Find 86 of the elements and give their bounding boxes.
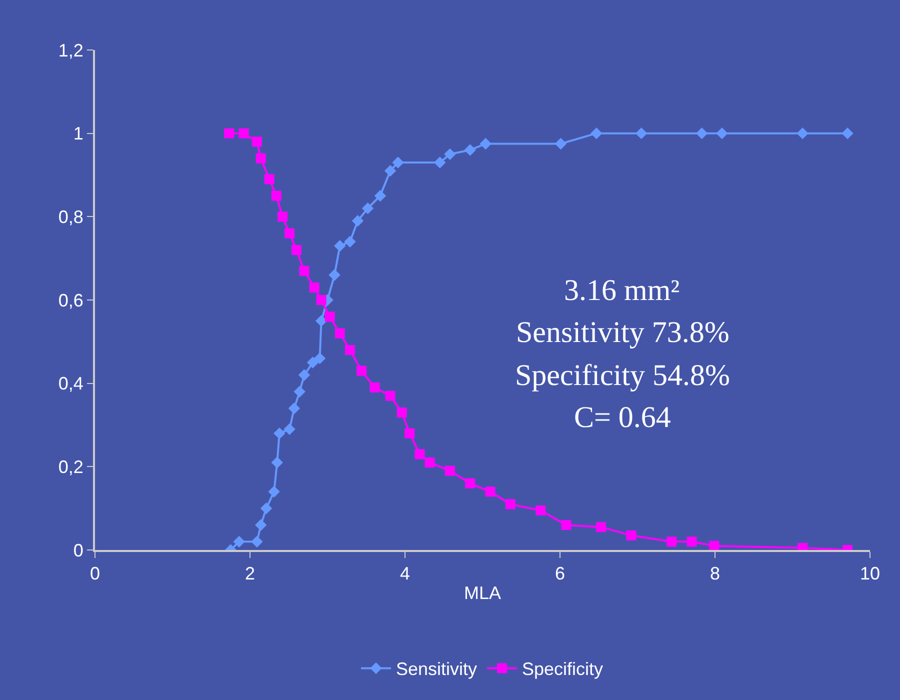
y-tick-label: 0,8 (58, 206, 84, 227)
y-tick-label: 0,2 (58, 456, 84, 477)
legend-label: Sensitivity (396, 659, 478, 680)
point (292, 245, 302, 255)
x-tick-label: 6 (554, 564, 566, 584)
point (396, 408, 407, 418)
x-tick-label: 4 (400, 564, 410, 584)
point (260, 502, 272, 514)
point (444, 148, 456, 160)
point (842, 127, 854, 140)
point (255, 519, 267, 531)
point (464, 144, 476, 156)
point (709, 540, 720, 550)
point (294, 386, 306, 398)
point (284, 423, 296, 436)
point (306, 356, 319, 368)
point (315, 314, 328, 327)
point (636, 127, 648, 140)
point (356, 366, 367, 376)
point (404, 428, 415, 438)
point (424, 458, 435, 468)
point (374, 190, 386, 202)
point (352, 214, 364, 227)
point (251, 536, 263, 548)
point (370, 382, 380, 392)
point (384, 164, 396, 177)
x-tick-label: 0 (90, 564, 100, 584)
y-tick-label: 0,6 (58, 290, 84, 310)
point (796, 127, 808, 140)
point (264, 174, 274, 184)
point (252, 136, 262, 147)
x-tick-label: 8 (710, 564, 720, 584)
point (309, 282, 320, 292)
point (344, 345, 355, 355)
point (298, 369, 310, 381)
point (485, 486, 496, 497)
point (344, 236, 356, 248)
point (480, 138, 492, 150)
point (554, 138, 567, 150)
point (256, 153, 266, 164)
point (284, 228, 295, 238)
annotation: C= 0.64 (574, 401, 671, 434)
point (505, 499, 516, 510)
point (271, 456, 283, 468)
point (590, 127, 602, 140)
point (561, 520, 572, 530)
point (328, 269, 340, 281)
point (385, 390, 396, 401)
x-axis-title: MLA (464, 583, 502, 604)
point (224, 128, 234, 138)
point (686, 536, 697, 547)
point (299, 266, 310, 276)
annotation: Specificity 54.8% (515, 359, 730, 392)
y-tick-label: 1,2 (58, 40, 84, 60)
point (434, 156, 446, 168)
point (626, 530, 636, 540)
point (268, 486, 280, 498)
point (316, 295, 326, 305)
point (666, 536, 677, 547)
x-tick-label: 10 (860, 564, 880, 584)
point (362, 202, 374, 214)
point (271, 190, 282, 201)
point (233, 536, 245, 548)
point (278, 212, 288, 222)
point (238, 128, 249, 138)
legend-label: Specificity (522, 659, 604, 680)
point (274, 427, 286, 440)
point (536, 505, 546, 516)
point (324, 312, 335, 322)
point (465, 478, 476, 488)
point (288, 402, 300, 414)
point (334, 328, 345, 338)
y-tick-label: 0 (73, 540, 84, 560)
point (596, 522, 606, 532)
point (314, 352, 326, 364)
point (392, 156, 404, 168)
point (414, 449, 425, 460)
y-tick-label: 0,4 (58, 374, 84, 394)
point (716, 127, 728, 140)
point (334, 240, 346, 252)
annotation: 3.16 mm² (564, 274, 680, 307)
x-tick-label: 2 (244, 564, 256, 584)
point (696, 127, 708, 140)
point (444, 466, 455, 476)
annotation: Sensitivity 73.8% (516, 316, 730, 349)
y-tick-label: 1 (73, 124, 84, 144)
